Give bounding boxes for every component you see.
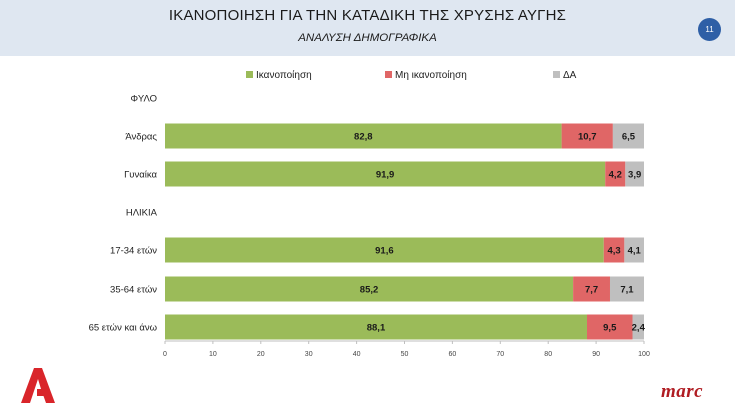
- bar-segment: [165, 123, 562, 149]
- category-label: 35-64 ετών: [110, 285, 157, 296]
- header-band: ΙΚΑΝΟΠΟΙΗΣΗ ΓΙΑ ΤΗΝ ΚΑΤΑΔΙΚΗ ΤΗΣ ΧΡΥΣΗΣ …: [0, 0, 735, 56]
- x-tick-label: 40: [353, 351, 361, 358]
- page-number-badge: 11: [698, 18, 721, 41]
- bar-value-label: 91,6: [375, 246, 394, 257]
- bar-segment: [165, 314, 587, 340]
- bar-value-label: 4,2: [609, 170, 622, 181]
- legend-swatch-1: [246, 71, 253, 78]
- x-tick-label: 0: [163, 351, 167, 358]
- bar-value-label: 10,7: [578, 132, 597, 143]
- bar-segment: [612, 123, 644, 149]
- category-label: ΗΛΙΚΙΑ: [126, 208, 158, 219]
- bar-segment: [573, 276, 610, 302]
- legend-label-2: Μη ικανοποίηση: [395, 69, 467, 81]
- bar-value-label: 88,1: [367, 323, 386, 334]
- x-tick-label: 80: [544, 351, 552, 358]
- bar-value-label: 7,1: [620, 285, 634, 296]
- category-label: Άνδρας: [125, 132, 157, 143]
- stacked-bar-chart: Ικανοποίηση Μη ικανοποίηση ΔΑ ΦΥΛΟ Άνδρας Γυν…: [89, 69, 650, 358]
- bar-segment: [165, 276, 574, 302]
- marc-logo: marc: [661, 381, 704, 402]
- category-label: 17-34 ετών: [110, 246, 157, 257]
- legend-label-1: Ικανοποίηση: [256, 69, 312, 81]
- bar-segment: [609, 276, 644, 302]
- bar-segment: [632, 314, 644, 340]
- bar-value-label: 7,7: [585, 285, 598, 296]
- bar-segment: [165, 237, 604, 263]
- legend-swatch-2: [385, 71, 392, 78]
- legend-label-3: ΔΑ: [563, 70, 577, 81]
- x-tick-label: 30: [305, 351, 313, 358]
- x-tick-label: 70: [496, 351, 504, 358]
- x-tick-label: 20: [257, 351, 265, 358]
- bar-value-label: 85,2: [360, 285, 379, 296]
- bar-segment: [625, 161, 644, 187]
- category-label: 65 ετών και άνω: [89, 323, 158, 334]
- x-tick-label: 90: [592, 351, 600, 358]
- x-tick-label: 50: [401, 351, 409, 358]
- x-tick-label: 10: [209, 351, 217, 358]
- bar-segment: [561, 123, 613, 149]
- category-label: Γυναίκα: [124, 170, 157, 181]
- bar-value-label: 91,9: [376, 170, 395, 181]
- bar-value-label: 2,4: [632, 323, 646, 334]
- alpha-channel-logo: [21, 368, 55, 403]
- category-label: ΦΥΛΟ: [131, 94, 157, 105]
- bar-value-label: 4,1: [628, 246, 642, 257]
- bar-segment: [603, 237, 625, 263]
- bar-segment: [624, 237, 644, 263]
- bar-value-label: 82,8: [354, 132, 373, 143]
- bar-segment: [165, 161, 606, 187]
- bar-value-label: 3,9: [628, 170, 641, 181]
- bar-segment: [586, 314, 633, 340]
- bar-segment: [605, 161, 626, 187]
- x-tick-label: 100: [638, 351, 650, 358]
- legend-swatch-3: [553, 71, 560, 78]
- bar-value-label: 9,5: [603, 323, 617, 334]
- bar-value-label: 4,3: [607, 246, 620, 257]
- page-title: ΙΚΑΝΟΠΟΙΗΣΗ ΓΙΑ ΤΗΝ ΚΑΤΑΔΙΚΗ ΤΗΣ ΧΡΥΣΗΣ …: [168, 7, 567, 24]
- page-subtitle: ΑΝΑΛΥΣΗ ΔΗΜΟΓΡΑΦΙΚΑ: [298, 32, 437, 44]
- x-tick-label: 60: [449, 351, 457, 358]
- bar-value-label: 6,5: [622, 132, 636, 143]
